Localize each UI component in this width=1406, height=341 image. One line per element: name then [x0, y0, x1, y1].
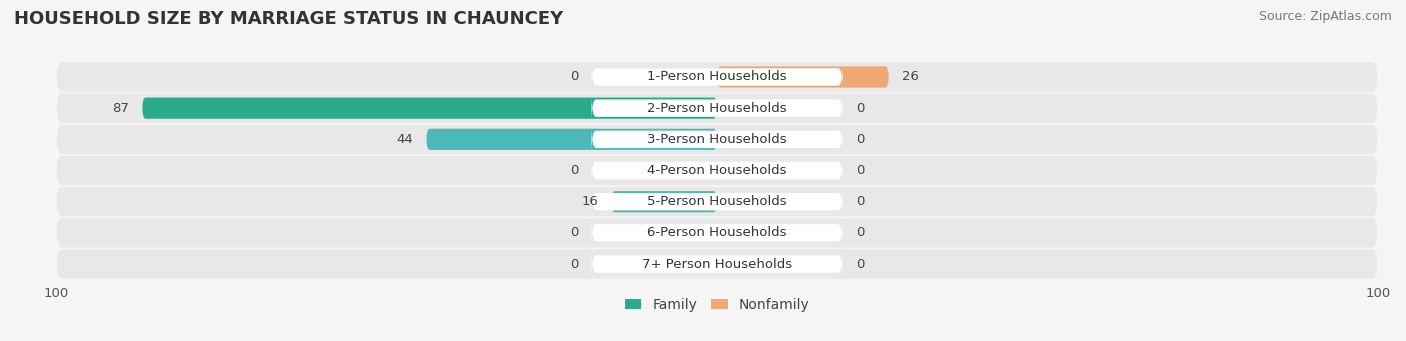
- Text: 6-Person Households: 6-Person Households: [647, 226, 787, 239]
- Text: 1-Person Households: 1-Person Households: [647, 71, 787, 84]
- Text: 0: 0: [569, 226, 578, 239]
- FancyBboxPatch shape: [56, 156, 1378, 185]
- Text: 5-Person Households: 5-Person Households: [647, 195, 787, 208]
- FancyBboxPatch shape: [426, 129, 717, 150]
- FancyBboxPatch shape: [612, 191, 717, 212]
- FancyBboxPatch shape: [56, 187, 1378, 216]
- FancyBboxPatch shape: [592, 126, 842, 152]
- Text: 0: 0: [569, 257, 578, 270]
- FancyBboxPatch shape: [56, 218, 1378, 248]
- Text: 2-Person Households: 2-Person Households: [647, 102, 787, 115]
- Text: 0: 0: [569, 71, 578, 84]
- Text: 26: 26: [903, 71, 920, 84]
- FancyBboxPatch shape: [56, 125, 1378, 154]
- Text: 87: 87: [112, 102, 129, 115]
- Text: 0: 0: [856, 133, 865, 146]
- Text: Source: ZipAtlas.com: Source: ZipAtlas.com: [1258, 10, 1392, 23]
- Text: 44: 44: [396, 133, 413, 146]
- Text: 0: 0: [856, 164, 865, 177]
- FancyBboxPatch shape: [592, 157, 842, 184]
- Text: 0: 0: [856, 226, 865, 239]
- Text: 0: 0: [856, 257, 865, 270]
- FancyBboxPatch shape: [592, 220, 842, 246]
- Text: 3-Person Households: 3-Person Households: [647, 133, 787, 146]
- Text: 0: 0: [856, 195, 865, 208]
- Text: 0: 0: [856, 102, 865, 115]
- FancyBboxPatch shape: [592, 189, 842, 215]
- FancyBboxPatch shape: [592, 95, 842, 121]
- Legend: Family, Nonfamily: Family, Nonfamily: [624, 298, 810, 312]
- FancyBboxPatch shape: [56, 249, 1378, 279]
- Text: 0: 0: [569, 164, 578, 177]
- Text: 7+ Person Households: 7+ Person Households: [643, 257, 792, 270]
- FancyBboxPatch shape: [717, 66, 889, 88]
- FancyBboxPatch shape: [592, 64, 842, 90]
- FancyBboxPatch shape: [142, 98, 717, 119]
- FancyBboxPatch shape: [56, 93, 1378, 123]
- Text: 4-Person Households: 4-Person Households: [647, 164, 787, 177]
- Text: 16: 16: [581, 195, 598, 208]
- Text: HOUSEHOLD SIZE BY MARRIAGE STATUS IN CHAUNCEY: HOUSEHOLD SIZE BY MARRIAGE STATUS IN CHA…: [14, 10, 564, 28]
- FancyBboxPatch shape: [592, 251, 842, 277]
- FancyBboxPatch shape: [56, 62, 1378, 92]
